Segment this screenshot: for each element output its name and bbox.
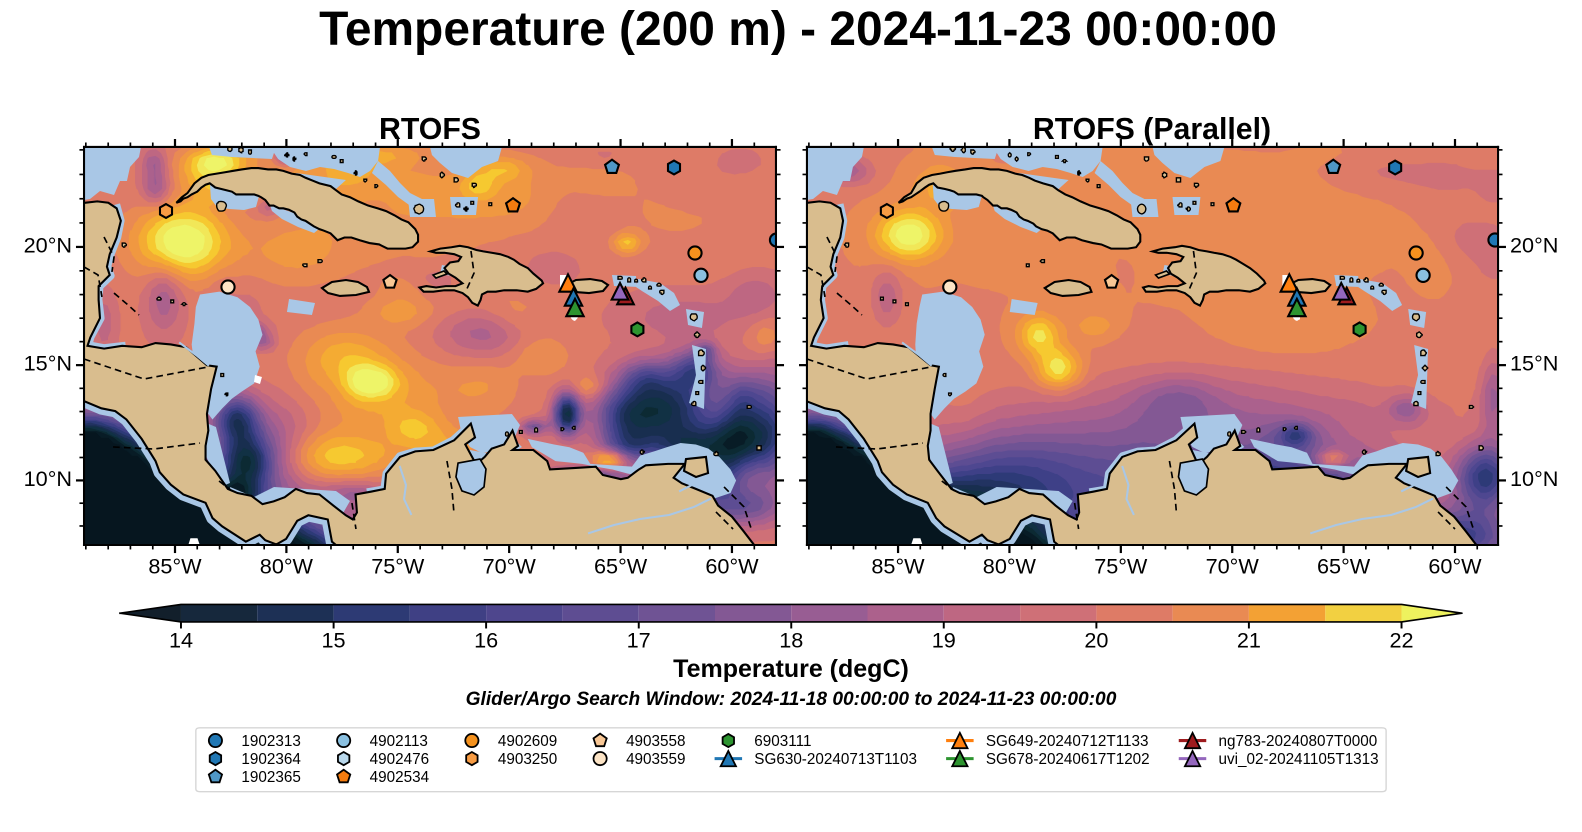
svg-text:4902609: 4902609 [498,733,557,750]
svg-text:65°W: 65°W [594,554,648,579]
svg-text:SG630-20240713T1103: SG630-20240713T1103 [754,751,917,768]
svg-text:uvi_02-20241105T1313: uvi_02-20241105T1313 [1219,751,1379,768]
svg-text:75°W: 75°W [1094,554,1148,579]
svg-text:Glider/Argo Search Window: 202: Glider/Argo Search Window: 2024-11-18 00… [466,689,1117,710]
svg-text:ng783-20240807T0000: ng783-20240807T0000 [1219,733,1378,750]
svg-text:SG649-20240712T1133: SG649-20240712T1133 [986,733,1149,750]
svg-text:60°W: 60°W [1428,554,1482,579]
svg-text:20°N: 20°N [24,233,72,258]
svg-text:Temperature (degC): Temperature (degC) [673,655,909,683]
svg-text:10°N: 10°N [1510,466,1558,491]
svg-text:22: 22 [1389,628,1413,653]
svg-text:4902113: 4902113 [370,733,428,750]
svg-text:4903558: 4903558 [626,733,685,750]
svg-text:20°N: 20°N [1510,233,1558,258]
svg-text:15°N: 15°N [24,351,72,376]
svg-text:1902365: 1902365 [241,769,300,786]
svg-text:21: 21 [1237,628,1261,653]
svg-text:1902313: 1902313 [241,733,300,750]
svg-text:20: 20 [1084,628,1108,653]
svg-text:1902364: 1902364 [241,751,301,768]
svg-text:19: 19 [932,628,956,653]
svg-text:80°W: 80°W [983,554,1037,579]
svg-text:18: 18 [779,628,803,653]
svg-text:4903250: 4903250 [498,751,557,768]
svg-text:85°W: 85°W [871,554,925,579]
svg-text:65°W: 65°W [1317,554,1371,579]
svg-text:10°N: 10°N [24,466,72,491]
svg-text:4902476: 4902476 [370,751,429,768]
svg-text:Temperature (200 m) - 2024-11-: Temperature (200 m) - 2024-11-23 00:00:0… [319,3,1277,56]
svg-text:16: 16 [474,628,498,653]
svg-text:4903559: 4903559 [626,751,685,768]
svg-text:6903111: 6903111 [754,733,811,750]
svg-text:RTOFS: RTOFS [379,113,481,146]
svg-text:85°W: 85°W [148,554,202,579]
svg-text:14: 14 [169,628,193,653]
svg-text:15°N: 15°N [1510,351,1558,376]
svg-text:80°W: 80°W [260,554,314,579]
svg-text:70°W: 70°W [1206,554,1260,579]
svg-text:60°W: 60°W [705,554,759,579]
svg-text:4902534: 4902534 [370,769,430,786]
svg-text:RTOFS (Parallel): RTOFS (Parallel) [1033,113,1271,146]
svg-text:SG678-20240617T1202: SG678-20240617T1202 [986,751,1150,768]
svg-text:75°W: 75°W [371,554,425,579]
svg-text:15: 15 [322,628,346,653]
svg-text:70°W: 70°W [483,554,537,579]
svg-text:17: 17 [627,628,651,653]
